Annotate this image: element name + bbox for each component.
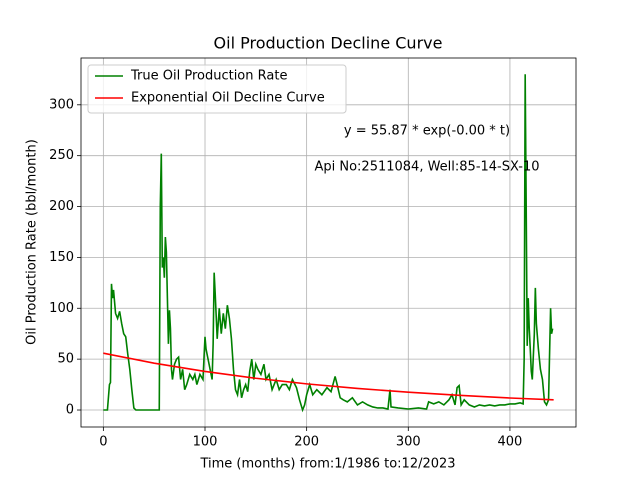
y-tick-label: 200 <box>49 199 74 214</box>
y-tick-label: 300 <box>49 97 74 112</box>
x-tick-label: 0 <box>99 435 107 450</box>
series-line <box>103 352 554 401</box>
annotation: Api No:2511084, Well:85-14-SX-10 <box>314 160 539 175</box>
x-tick-label: 400 <box>498 435 523 450</box>
legend-label: True Oil Production Rate <box>130 69 287 84</box>
y-tick-label: 150 <box>49 250 74 265</box>
y-tick-label: 250 <box>49 148 74 163</box>
y-tick-label: 100 <box>49 301 74 316</box>
y-tick-label: 0 <box>66 403 74 418</box>
x-axis-label: Time (months) from:1/1986 to:12/2023 <box>199 457 455 472</box>
plot-frame <box>80 57 577 428</box>
annotation: y = 55.87 * exp(-0.00 * t) <box>344 124 510 139</box>
legend-label: Exponential Oil Decline Curve <box>131 91 325 106</box>
chart-title: Oil Production Decline Curve <box>214 34 443 53</box>
x-tick-label: 200 <box>294 435 319 450</box>
x-tick-label: 300 <box>396 435 421 450</box>
series-line <box>103 74 554 413</box>
y-tick-label: 50 <box>57 352 74 367</box>
x-tick-label: 100 <box>193 435 218 450</box>
legend-box <box>87 64 347 114</box>
y-axis-label: Oil Production Rate (bbl/month) <box>25 139 40 345</box>
